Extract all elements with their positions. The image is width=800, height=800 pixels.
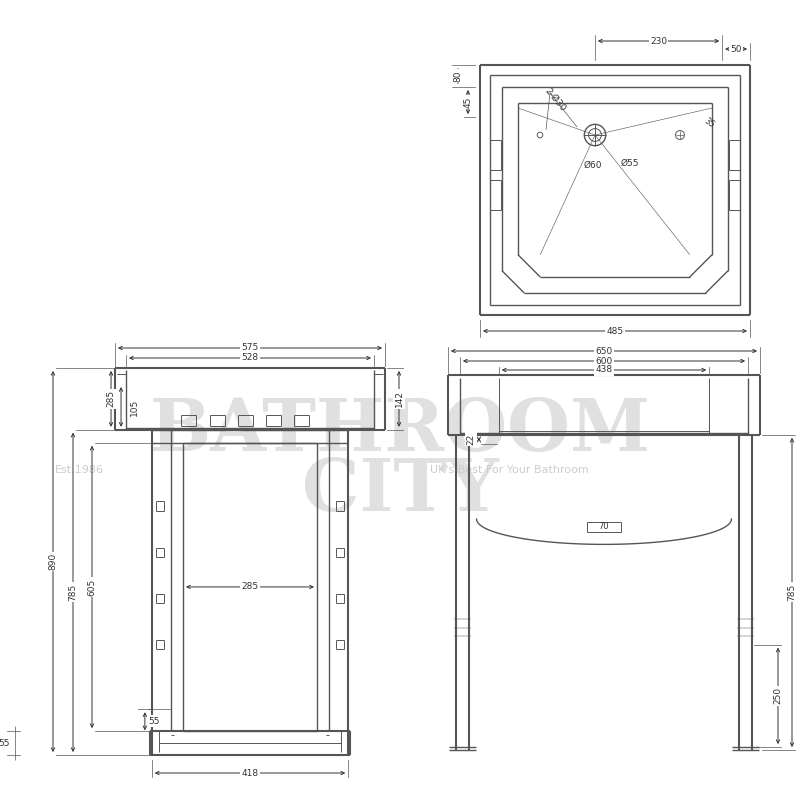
Text: 142: 142: [394, 390, 403, 407]
Text: 600: 600: [595, 357, 613, 366]
Text: 605: 605: [87, 578, 97, 595]
Text: 785: 785: [69, 584, 78, 601]
Text: 250: 250: [774, 687, 782, 704]
Text: 438: 438: [595, 366, 613, 374]
Text: 650: 650: [595, 346, 613, 355]
Text: 80: 80: [454, 70, 462, 82]
Text: 575: 575: [242, 343, 258, 353]
Text: 55: 55: [148, 717, 160, 726]
Text: 70: 70: [598, 522, 610, 531]
Text: Est.1986: Est.1986: [55, 465, 104, 475]
Text: 230: 230: [650, 37, 667, 46]
Text: 285: 285: [106, 390, 115, 407]
Text: 418: 418: [242, 769, 258, 778]
Text: BATHROOM: BATHROOM: [150, 394, 650, 466]
Text: 105: 105: [130, 398, 138, 416]
Text: 55: 55: [0, 738, 10, 747]
Text: 22: 22: [466, 434, 475, 445]
Text: 528: 528: [242, 354, 258, 362]
Text: 35: 35: [702, 116, 716, 130]
Text: 485: 485: [606, 326, 623, 335]
Text: Ø55: Ø55: [621, 159, 639, 168]
Text: CITY: CITY: [302, 454, 498, 526]
Text: Ø60: Ø60: [584, 161, 602, 170]
Text: 285: 285: [242, 582, 258, 591]
Text: 2-Ø30: 2-Ø30: [542, 86, 567, 114]
Text: UK's Best For Your Bathroom: UK's Best For Your Bathroom: [430, 465, 589, 475]
Text: 45: 45: [463, 96, 473, 108]
Text: 50: 50: [730, 45, 742, 54]
Text: 785: 785: [787, 584, 797, 601]
Text: 890: 890: [49, 553, 58, 570]
